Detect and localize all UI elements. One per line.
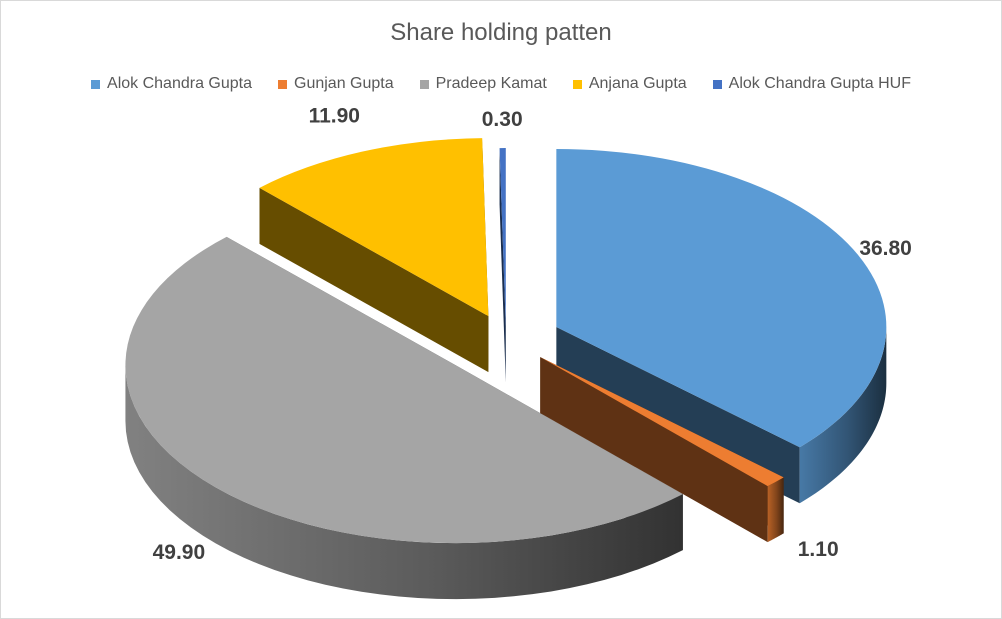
- pie-slice-side: [259, 187, 489, 373]
- legend-swatch: [572, 79, 582, 89]
- data-label: 36.80: [859, 237, 912, 260]
- legend-swatch: [712, 79, 722, 89]
- data-label: 0.30: [482, 108, 523, 131]
- legend: Alok Chandra Gupta Gunjan Gupta Pradeep Ka…: [1, 75, 1001, 93]
- pie-slice-top: [540, 357, 784, 487]
- pie-slice-side: [499, 148, 506, 383]
- data-label: 1.10: [798, 538, 839, 561]
- pie-slice-wall: [799, 327, 887, 504]
- pie-slice-wall: [125, 365, 683, 600]
- chart-title: Share holding patten: [390, 19, 612, 46]
- legend-swatch: [419, 79, 429, 89]
- data-label: 11.90: [309, 105, 360, 128]
- data-label: 49.90: [153, 541, 206, 564]
- pie-slice-top: [125, 236, 683, 544]
- legend-label: Pradeep Kamat: [435, 75, 547, 92]
- legend-item: Anjana Gupta: [572, 75, 687, 93]
- pie-slice-wall: [767, 477, 784, 543]
- legend-swatch: [278, 79, 287, 89]
- legend-label: Alok Chandra Gupta: [107, 75, 252, 92]
- legend-item: Pradeep Kamat: [419, 75, 547, 93]
- pie-slice-side: [540, 357, 768, 543]
- pie-slice: [540, 357, 784, 543]
- pie-slice: [499, 148, 506, 383]
- pie-slice-top: [259, 138, 489, 317]
- legend-label: Gunjan Gupta: [294, 75, 394, 92]
- legend-label: Anjana Gupta: [588, 75, 687, 92]
- pie-slice-top: [499, 148, 506, 327]
- legend-item: Alok Chandra Gupta: [91, 75, 252, 93]
- legend-item: Alok Chandra Gupta HUF: [712, 75, 911, 93]
- pie-slice-top: [556, 149, 887, 448]
- legend-label: Alok Chandra Gupta HUF: [728, 75, 911, 92]
- pie-slice: [259, 138, 489, 373]
- legend-item: Gunjan Gupta: [278, 75, 394, 93]
- pie-slice: [125, 236, 683, 600]
- legend-swatch: [91, 79, 101, 89]
